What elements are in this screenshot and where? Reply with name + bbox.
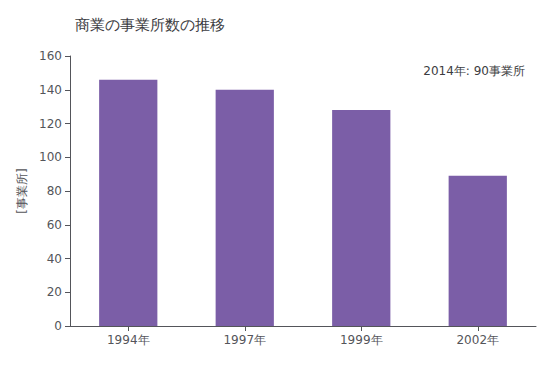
svg-text:80: 80 <box>47 184 62 198</box>
svg-text:2002年: 2002年 <box>456 333 499 347</box>
svg-text:60: 60 <box>47 218 62 232</box>
svg-text:100: 100 <box>39 150 62 164</box>
svg-text:120: 120 <box>39 117 62 131</box>
svg-text:1999年: 1999年 <box>340 333 383 347</box>
svg-text:0: 0 <box>54 319 62 333</box>
svg-text:[事業所]: [事業所] <box>15 168 29 213</box>
svg-text:160: 160 <box>39 49 62 63</box>
svg-text:40: 40 <box>47 252 62 266</box>
svg-text:1997年: 1997年 <box>223 333 266 347</box>
svg-text:1994年: 1994年 <box>107 333 150 347</box>
svg-text:20: 20 <box>47 285 62 299</box>
svg-text:商業の事業所数の推移: 商業の事業所数の推移 <box>75 16 225 34</box>
svg-text:2014年: 90事業所: 2014年: 90事業所 <box>423 64 525 78</box>
svg-text:140: 140 <box>39 83 62 97</box>
